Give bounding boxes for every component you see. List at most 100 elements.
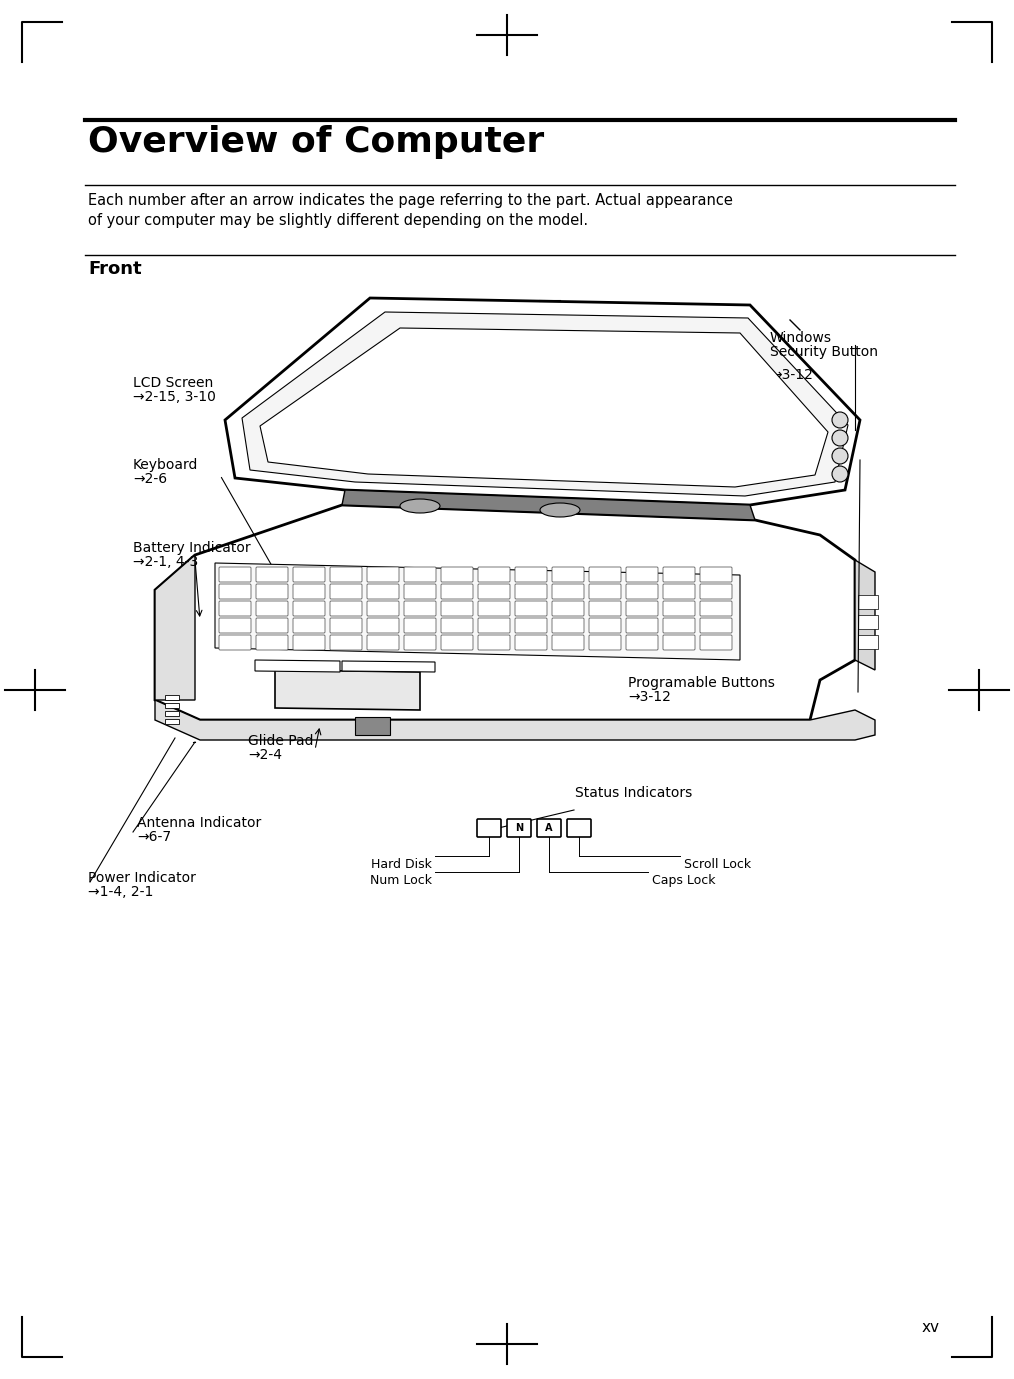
Polygon shape bbox=[342, 490, 755, 520]
Text: Antenna Indicator: Antenna Indicator bbox=[137, 816, 262, 830]
Bar bbox=[165, 712, 179, 716]
FancyBboxPatch shape bbox=[515, 601, 547, 616]
Text: →2-4: →2-4 bbox=[248, 747, 282, 763]
Text: →3-12: →3-12 bbox=[770, 368, 813, 382]
FancyBboxPatch shape bbox=[626, 583, 658, 598]
FancyBboxPatch shape bbox=[589, 618, 621, 633]
Polygon shape bbox=[275, 670, 420, 710]
FancyBboxPatch shape bbox=[552, 634, 584, 650]
FancyBboxPatch shape bbox=[663, 601, 695, 616]
FancyBboxPatch shape bbox=[663, 567, 695, 582]
FancyBboxPatch shape bbox=[537, 819, 561, 837]
Text: Glide Pad: Glide Pad bbox=[248, 734, 313, 747]
FancyBboxPatch shape bbox=[256, 567, 288, 582]
FancyBboxPatch shape bbox=[219, 583, 251, 598]
FancyBboxPatch shape bbox=[552, 583, 584, 598]
FancyBboxPatch shape bbox=[552, 601, 584, 616]
FancyBboxPatch shape bbox=[219, 618, 251, 633]
Polygon shape bbox=[155, 701, 875, 741]
FancyBboxPatch shape bbox=[441, 618, 473, 633]
FancyBboxPatch shape bbox=[330, 583, 362, 598]
FancyBboxPatch shape bbox=[663, 583, 695, 598]
Bar bbox=[355, 717, 390, 735]
FancyBboxPatch shape bbox=[441, 601, 473, 616]
Text: Caps Lock: Caps Lock bbox=[652, 874, 716, 887]
Text: →2-6: →2-6 bbox=[133, 472, 167, 485]
FancyBboxPatch shape bbox=[404, 583, 436, 598]
FancyBboxPatch shape bbox=[404, 618, 436, 633]
Circle shape bbox=[832, 430, 848, 445]
Polygon shape bbox=[155, 554, 195, 701]
FancyBboxPatch shape bbox=[219, 601, 251, 616]
FancyBboxPatch shape bbox=[663, 634, 695, 650]
Bar bbox=[165, 703, 179, 707]
FancyBboxPatch shape bbox=[663, 618, 695, 633]
FancyBboxPatch shape bbox=[515, 618, 547, 633]
FancyBboxPatch shape bbox=[256, 634, 288, 650]
FancyBboxPatch shape bbox=[552, 618, 584, 633]
Text: Programable Buttons: Programable Buttons bbox=[628, 676, 775, 690]
Text: Hard Disk: Hard Disk bbox=[371, 858, 432, 872]
Circle shape bbox=[832, 412, 848, 427]
FancyBboxPatch shape bbox=[515, 583, 547, 598]
Circle shape bbox=[832, 448, 848, 463]
FancyBboxPatch shape bbox=[293, 601, 325, 616]
Polygon shape bbox=[342, 661, 435, 672]
FancyBboxPatch shape bbox=[552, 567, 584, 582]
FancyBboxPatch shape bbox=[293, 583, 325, 598]
FancyBboxPatch shape bbox=[367, 583, 399, 598]
FancyBboxPatch shape bbox=[404, 567, 436, 582]
FancyBboxPatch shape bbox=[626, 601, 658, 616]
FancyBboxPatch shape bbox=[256, 583, 288, 598]
FancyBboxPatch shape bbox=[367, 634, 399, 650]
FancyBboxPatch shape bbox=[478, 634, 510, 650]
FancyBboxPatch shape bbox=[330, 634, 362, 650]
Ellipse shape bbox=[400, 499, 440, 513]
FancyBboxPatch shape bbox=[330, 601, 362, 616]
Ellipse shape bbox=[540, 503, 580, 517]
FancyBboxPatch shape bbox=[507, 819, 531, 837]
Text: LCD Screen: LCD Screen bbox=[133, 376, 213, 390]
FancyBboxPatch shape bbox=[330, 567, 362, 582]
FancyBboxPatch shape bbox=[626, 634, 658, 650]
FancyBboxPatch shape bbox=[330, 618, 362, 633]
FancyBboxPatch shape bbox=[219, 634, 251, 650]
Polygon shape bbox=[242, 312, 848, 496]
Polygon shape bbox=[255, 661, 340, 672]
Text: xv: xv bbox=[922, 1320, 940, 1335]
Polygon shape bbox=[225, 298, 860, 505]
Text: Windows: Windows bbox=[770, 331, 832, 345]
FancyBboxPatch shape bbox=[700, 583, 732, 598]
FancyBboxPatch shape bbox=[367, 601, 399, 616]
Bar bbox=[858, 615, 878, 629]
FancyBboxPatch shape bbox=[567, 819, 591, 837]
FancyBboxPatch shape bbox=[293, 618, 325, 633]
FancyBboxPatch shape bbox=[404, 601, 436, 616]
FancyBboxPatch shape bbox=[441, 634, 473, 650]
FancyBboxPatch shape bbox=[478, 567, 510, 582]
Text: →6-7: →6-7 bbox=[137, 830, 171, 844]
Text: Overview of Computer: Overview of Computer bbox=[88, 125, 545, 159]
Text: Num Lock: Num Lock bbox=[370, 874, 432, 887]
Text: →2-15, 3-10: →2-15, 3-10 bbox=[133, 390, 216, 404]
FancyBboxPatch shape bbox=[219, 567, 251, 582]
FancyBboxPatch shape bbox=[477, 819, 501, 837]
Text: Keyboard: Keyboard bbox=[133, 458, 199, 472]
FancyBboxPatch shape bbox=[441, 567, 473, 582]
FancyBboxPatch shape bbox=[478, 583, 510, 598]
FancyBboxPatch shape bbox=[589, 634, 621, 650]
FancyBboxPatch shape bbox=[700, 634, 732, 650]
Text: A: A bbox=[546, 823, 553, 833]
Text: →2-1, 4-3: →2-1, 4-3 bbox=[133, 554, 199, 570]
FancyBboxPatch shape bbox=[293, 634, 325, 650]
Bar bbox=[858, 594, 878, 610]
Polygon shape bbox=[260, 328, 828, 487]
FancyBboxPatch shape bbox=[478, 618, 510, 633]
FancyBboxPatch shape bbox=[515, 634, 547, 650]
Bar bbox=[858, 634, 878, 650]
FancyBboxPatch shape bbox=[700, 601, 732, 616]
Text: Security Button: Security Button bbox=[770, 345, 878, 359]
Text: Power Indicator: Power Indicator bbox=[88, 872, 196, 885]
Bar bbox=[165, 695, 179, 701]
FancyBboxPatch shape bbox=[293, 567, 325, 582]
